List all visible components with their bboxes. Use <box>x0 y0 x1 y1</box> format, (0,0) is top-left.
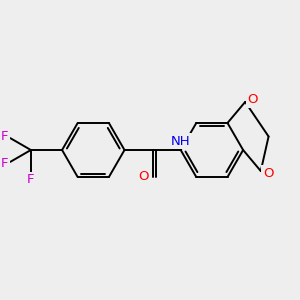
Text: F: F <box>27 173 34 187</box>
Text: O: O <box>139 170 149 183</box>
Text: NH: NH <box>171 135 190 148</box>
Text: O: O <box>248 93 258 106</box>
Text: F: F <box>0 157 8 169</box>
Text: O: O <box>263 167 274 180</box>
Text: F: F <box>0 130 8 143</box>
